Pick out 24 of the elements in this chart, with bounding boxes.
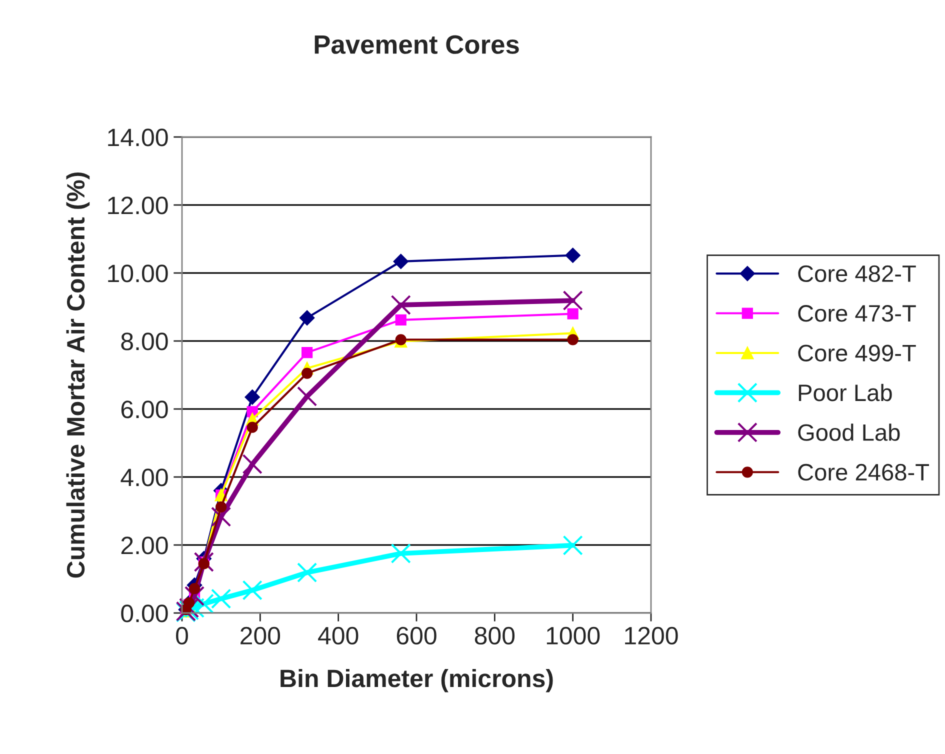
legend-label: Poor Lab [798, 384, 892, 402]
legend-label: Core 2468-T [798, 464, 930, 481]
x-tick-label: 600 [396, 626, 436, 645]
y-tick-label: 2.00 [121, 536, 168, 554]
y-tick-label: 14.00 [108, 128, 168, 146]
chart-title: Pavement Cores [314, 35, 519, 54]
x-tick-label: 200 [240, 626, 280, 645]
x-tick-label: 800 [474, 626, 515, 645]
x-tick-label: 1000 [546, 626, 600, 645]
x-tick-label: 400 [318, 626, 358, 645]
y-tick-label: 10.00 [108, 264, 168, 282]
y-tick-label: 0.00 [121, 604, 168, 622]
x-tick-label: 0 [176, 626, 188, 645]
y-tick-label: 6.00 [121, 400, 168, 418]
y-tick-label: 4.00 [120, 468, 168, 486]
legend-label: Good Lab [798, 424, 900, 441]
x-axis-title: Bin Diameter (microns) [280, 668, 553, 692]
y-tick-label: 12.00 [108, 196, 168, 214]
y-axis-title: Cumulative Mortar Air Content (%) [66, 172, 90, 578]
legend-label: Core 499-T [798, 344, 916, 362]
legend-label: Core 482-T [798, 265, 916, 282]
y-tick-label: 8.00 [121, 332, 168, 350]
legend-label: Core 473-T [798, 305, 916, 322]
x-tick-label: 1200 [625, 626, 678, 645]
